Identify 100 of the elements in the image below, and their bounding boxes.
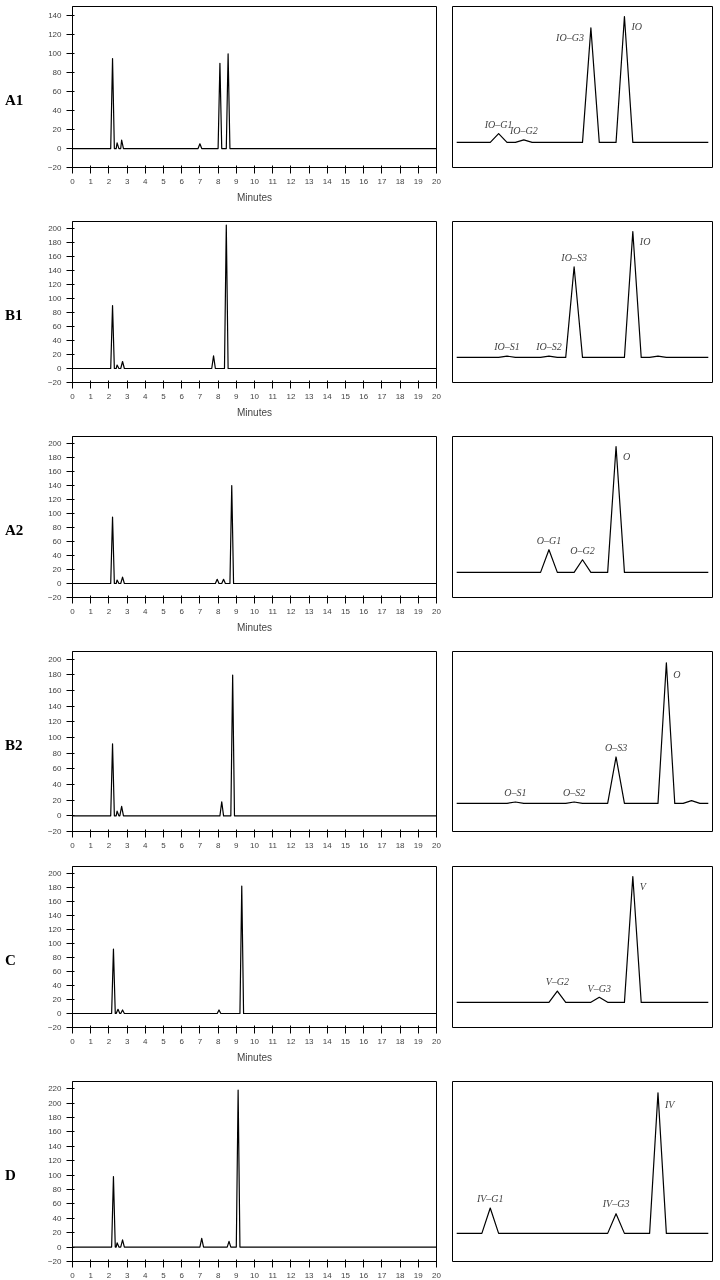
- x-tick-label: 7: [197, 840, 203, 850]
- y-tick-label: 40: [52, 780, 63, 790]
- y-tick-label: 160: [48, 1127, 63, 1137]
- y-tick-label: −20: [47, 593, 63, 602]
- y-tick-label: 160: [48, 252, 63, 261]
- x-tick-label: 0: [70, 840, 76, 850]
- x-tick-label: 13: [304, 1270, 315, 1280]
- y-tick-label: 80: [52, 1185, 63, 1194]
- x-tick-label: 8: [215, 1270, 221, 1280]
- x-tick-label: 8: [215, 176, 221, 186]
- x-tick-label: 5: [161, 391, 167, 401]
- x-tick-label: 19: [413, 606, 424, 616]
- y-tick-label: 60: [52, 1199, 63, 1209]
- x-tick-label: 18: [395, 840, 406, 850]
- x-tick-label: 12: [286, 1036, 296, 1046]
- x-tick-label: 4: [143, 176, 149, 186]
- annotation: IV: [663, 1098, 677, 1110]
- x-tick-label: 0: [70, 606, 76, 616]
- x-tick-label: 7: [197, 1036, 203, 1046]
- x-tick-label: 11: [268, 391, 278, 401]
- x-tick-label: 18: [395, 606, 406, 616]
- x-tick-label: 17: [377, 176, 387, 186]
- y-tick-label: 40: [52, 106, 63, 116]
- annotation: IO–S2: [535, 341, 562, 353]
- annotation: O–S3: [604, 741, 628, 753]
- x-tick-label: 18: [395, 1036, 406, 1046]
- y-tick-label: 120: [48, 925, 63, 934]
- annotation: O–G1: [536, 534, 562, 546]
- y-tick-label: 200: [48, 439, 63, 448]
- annotation: IO: [630, 20, 642, 32]
- annotation: IO–S1: [493, 341, 520, 353]
- x-tick-label: 19: [413, 1270, 424, 1280]
- y-tick-label: 0: [57, 811, 63, 821]
- x-tick-label: 14: [322, 1270, 333, 1280]
- x-tick-label: 15: [341, 606, 351, 616]
- x-tick-label: 6: [179, 391, 185, 401]
- y-tick-label: 60: [52, 322, 63, 331]
- y-tick-label: 80: [52, 953, 63, 962]
- x-tick-label: 7: [197, 606, 203, 616]
- x-tick-label: 11: [268, 1036, 278, 1046]
- annotation: V: [639, 880, 648, 892]
- x-tick-label: 5: [161, 840, 167, 850]
- annotation: IO: [638, 235, 651, 247]
- annotation: V–G2: [545, 976, 570, 988]
- x-tick-label: 9: [234, 840, 240, 850]
- y-tick-label: 0: [57, 144, 63, 154]
- x-tick-label: 20: [432, 1036, 442, 1046]
- y-tick-label: 80: [52, 748, 63, 758]
- x-tick-label: 15: [341, 840, 351, 850]
- y-tick-label: −20: [47, 163, 63, 172]
- x-tick-label: 6: [179, 1270, 185, 1280]
- y-tick-label: 200: [48, 224, 63, 233]
- y-tick-label: 100: [48, 1170, 63, 1180]
- x-tick-label: 9: [234, 606, 240, 616]
- x-tick-label: 17: [377, 391, 387, 401]
- x-tick-label: 6: [179, 1036, 185, 1046]
- y-tick-label: 120: [48, 495, 63, 504]
- text: B1: [5, 306, 23, 325]
- x-tick-label: 9: [234, 1036, 240, 1046]
- x-tick-label: 10: [250, 1270, 260, 1280]
- x-tick-label: 8: [215, 840, 221, 850]
- y-tick-label: 180: [48, 453, 63, 462]
- x-tick-label: 17: [377, 606, 387, 616]
- x-tick-label: 5: [161, 1270, 167, 1280]
- annotation: IV–G1: [475, 1192, 504, 1204]
- y-tick-label: 100: [48, 49, 63, 59]
- text: D: [5, 1166, 16, 1185]
- x-tick-label: 8: [215, 1036, 221, 1046]
- x-tick-label: 8: [215, 606, 221, 616]
- x-tick-label: 20: [432, 391, 442, 401]
- x-tick-label: 13: [304, 391, 315, 401]
- x-tick-label: 7: [197, 391, 203, 401]
- x-tick-label: 0: [70, 176, 76, 186]
- y-tick-label: 120: [48, 30, 63, 40]
- x-tick-label: 3: [124, 391, 130, 401]
- text: B2: [5, 736, 23, 755]
- x-tick-label: 14: [322, 1036, 333, 1046]
- x-tick-label: 4: [143, 1036, 149, 1046]
- x-tick-label: 19: [413, 176, 424, 186]
- x-tick-label: 4: [143, 391, 149, 401]
- annotation: IO–S3: [560, 252, 587, 264]
- annotation: O: [673, 668, 681, 680]
- x-tick-label: 0: [70, 1270, 76, 1280]
- y-tick-label: −20: [47, 378, 63, 387]
- y-tick-label: 0: [57, 579, 63, 588]
- x-tick-label: 13: [304, 1036, 315, 1046]
- x-tick-label: 18: [395, 1270, 406, 1280]
- y-tick-label: 220: [48, 1084, 63, 1094]
- x-tick-label: 1: [88, 391, 94, 401]
- y-tick-label: 140: [48, 266, 63, 275]
- y-tick-label: 80: [52, 523, 63, 532]
- x-tick-label: 2: [106, 391, 112, 401]
- x-tick-label: 11: [268, 1270, 278, 1280]
- x-tick-label: 12: [286, 606, 296, 616]
- x-tick-label: 2: [106, 606, 112, 616]
- x-tick-label: 5: [161, 606, 167, 616]
- y-tick-label: 60: [52, 967, 63, 976]
- x-tick-label: 16: [359, 606, 369, 616]
- x-tick-label: 16: [359, 176, 369, 186]
- x-tick-label: 1: [88, 606, 94, 616]
